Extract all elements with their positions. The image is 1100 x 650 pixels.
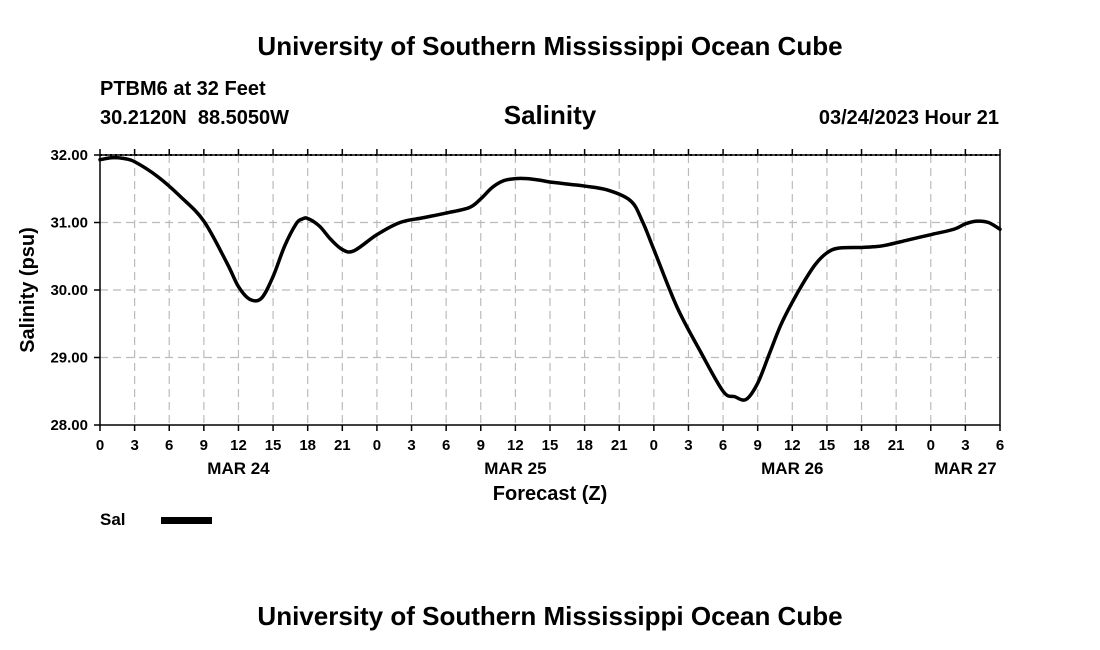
y-tick-label: 30.00 xyxy=(50,282,88,299)
legend-swatch xyxy=(161,517,212,524)
x-tick-label: 3 xyxy=(407,437,415,454)
x-tick-label: 3 xyxy=(961,437,969,454)
x-tick-label: 18 xyxy=(853,437,870,454)
day-label: MAR 26 xyxy=(761,459,823,478)
coordinates-label: 30.2120N 88.5050W xyxy=(100,107,289,129)
x-axis-title: Forecast (Z) xyxy=(493,483,607,505)
x-tick-label: 9 xyxy=(754,437,762,454)
x-tick-label: 0 xyxy=(650,437,658,454)
datetime-label: 03/24/2023 Hour 21 xyxy=(819,107,999,129)
day-label: MAR 25 xyxy=(484,459,546,478)
day-label: MAR 24 xyxy=(207,459,270,478)
x-tick-label: 12 xyxy=(507,437,524,454)
x-tick-label: 3 xyxy=(684,437,692,454)
x-tick-label: 21 xyxy=(888,437,905,454)
x-tick-label: 0 xyxy=(927,437,935,454)
x-tick-label: 18 xyxy=(576,437,593,454)
station-label: PTBM6 at 32 Feet xyxy=(100,78,266,100)
top-title: University of Southern Mississippi Ocean… xyxy=(257,31,842,61)
x-tick-label: 21 xyxy=(334,437,351,454)
variable-title: Salinity xyxy=(504,100,597,130)
y-axis-title: Salinity (psu) xyxy=(17,227,39,353)
x-axis: 0 3 6 9 12 15 18 21 0 3 6 9 12 15 18 21 0 3 6 9 12 15 18 21 0 3 6 xyxy=(96,149,1004,454)
y-tick-label: 31.00 xyxy=(50,215,88,232)
y-axis: 28.00 29.00 30.00 31.00 32.00 xyxy=(50,147,100,434)
legend-label: Sal xyxy=(100,510,126,529)
bottom-title: University of Southern Mississippi Ocean… xyxy=(257,601,842,631)
x-tick-label: 12 xyxy=(784,437,801,454)
x-tick-label: 0 xyxy=(96,437,104,454)
x-tick-label: 6 xyxy=(996,437,1004,454)
x-tick-label: 15 xyxy=(265,437,282,454)
x-tick-label: 18 xyxy=(299,437,316,454)
x-tick-label: 6 xyxy=(165,437,173,454)
x-tick-label: 9 xyxy=(477,437,485,454)
day-labels: MAR 24 MAR 25 MAR 26 MAR 27 xyxy=(207,459,996,478)
x-tick-label: 21 xyxy=(611,437,628,454)
x-tick-label: 15 xyxy=(819,437,836,454)
y-tick-label: 28.00 xyxy=(50,417,88,434)
x-tick-label: 6 xyxy=(719,437,727,454)
x-tick-label: 3 xyxy=(130,437,138,454)
x-tick-label: 12 xyxy=(230,437,247,454)
x-tick-label: 6 xyxy=(442,437,450,454)
y-tick-label: 32.00 xyxy=(50,147,88,164)
x-tick-label: 9 xyxy=(200,437,208,454)
x-tick-label: 0 xyxy=(373,437,381,454)
x-tick-label: 15 xyxy=(542,437,559,454)
grid-lines xyxy=(100,155,1000,425)
y-tick-label: 29.00 xyxy=(50,350,88,367)
day-label: MAR 27 xyxy=(934,459,996,478)
salinity-line xyxy=(98,155,1002,402)
